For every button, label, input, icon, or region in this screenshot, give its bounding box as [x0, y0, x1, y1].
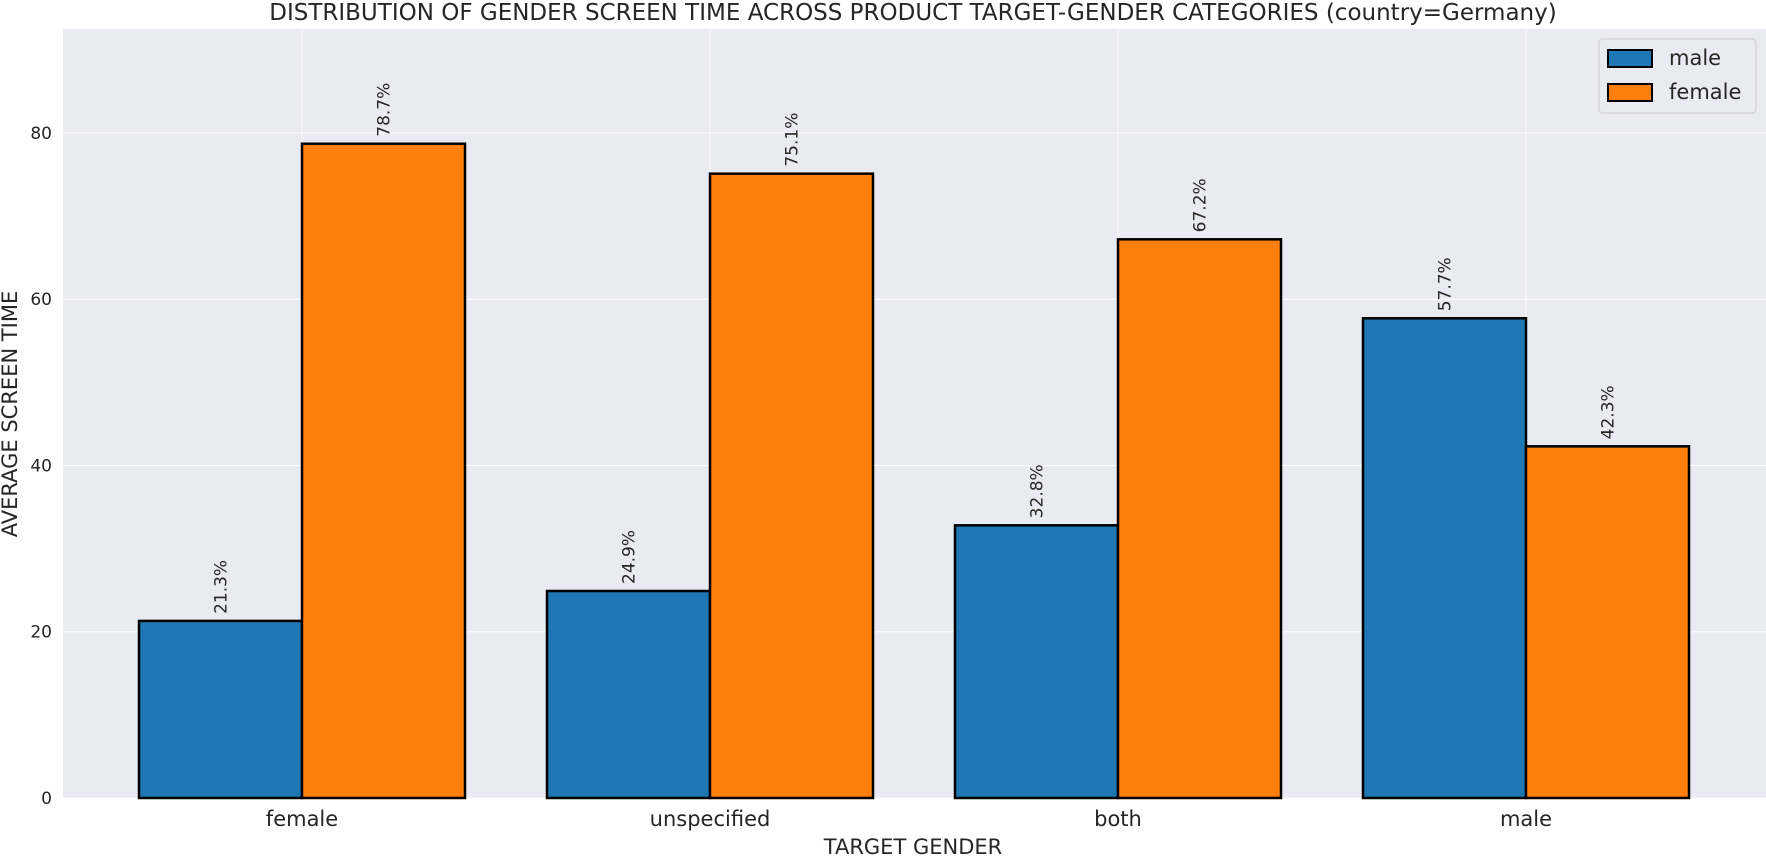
data-label: 78.7%: [375, 83, 395, 137]
y-axis-label: AVERAGE SCREEN TIME: [0, 291, 22, 538]
data-label: 42.3%: [1599, 385, 1619, 439]
data-label: 32.8%: [1028, 464, 1048, 518]
y-tick-label: 20: [30, 623, 52, 643]
bar-female-unspecified: [708, 172, 875, 800]
legend-swatch-male: [1607, 49, 1653, 68]
x-tick-label-both: both: [1094, 807, 1142, 831]
legend-label-male: male: [1669, 46, 1721, 70]
y-tick-label: 80: [30, 124, 52, 144]
y-tick-label: 60: [30, 290, 52, 310]
y-tick-label: 0: [41, 789, 52, 809]
data-labels: 21.3% 24.9% 32.8% 57.7% 78.7% 75.1% 67.2% 42.3%: [212, 83, 1619, 614]
bars: [137, 142, 1691, 800]
legend: male female: [1598, 38, 1757, 114]
y-axis-ticks: 0 20 40 60 80: [30, 124, 52, 809]
y-tick-label: 40: [30, 456, 52, 476]
x-axis-label: TARGET GENDER: [823, 835, 1002, 859]
x-tick-label-unspecified: unspecified: [650, 807, 771, 831]
bar-female-female: [300, 142, 467, 800]
data-label: 24.9%: [620, 530, 640, 584]
chart-title: DISTRIBUTION OF GENDER SCREEN TIME ACROS…: [269, 0, 1556, 26]
bar-female-both: [1116, 238, 1283, 800]
bar-male-both: [953, 524, 1120, 800]
bar-male-male: [1361, 317, 1528, 800]
bar-male-female: [137, 619, 304, 800]
data-label: 75.1%: [783, 113, 803, 167]
data-label: 67.2%: [1191, 178, 1211, 232]
x-tick-label-male: male: [1500, 807, 1552, 831]
bar-female-male: [1524, 445, 1691, 800]
legend-label-female: female: [1669, 80, 1741, 104]
x-axis-ticks: female unspecified both male: [266, 807, 1552, 831]
legend-swatch-female: [1607, 83, 1653, 102]
x-tick-label-female: female: [266, 807, 338, 831]
data-label: 57.7%: [1436, 257, 1456, 311]
data-label: 21.3%: [212, 560, 232, 614]
bar-male-unspecified: [545, 589, 712, 800]
